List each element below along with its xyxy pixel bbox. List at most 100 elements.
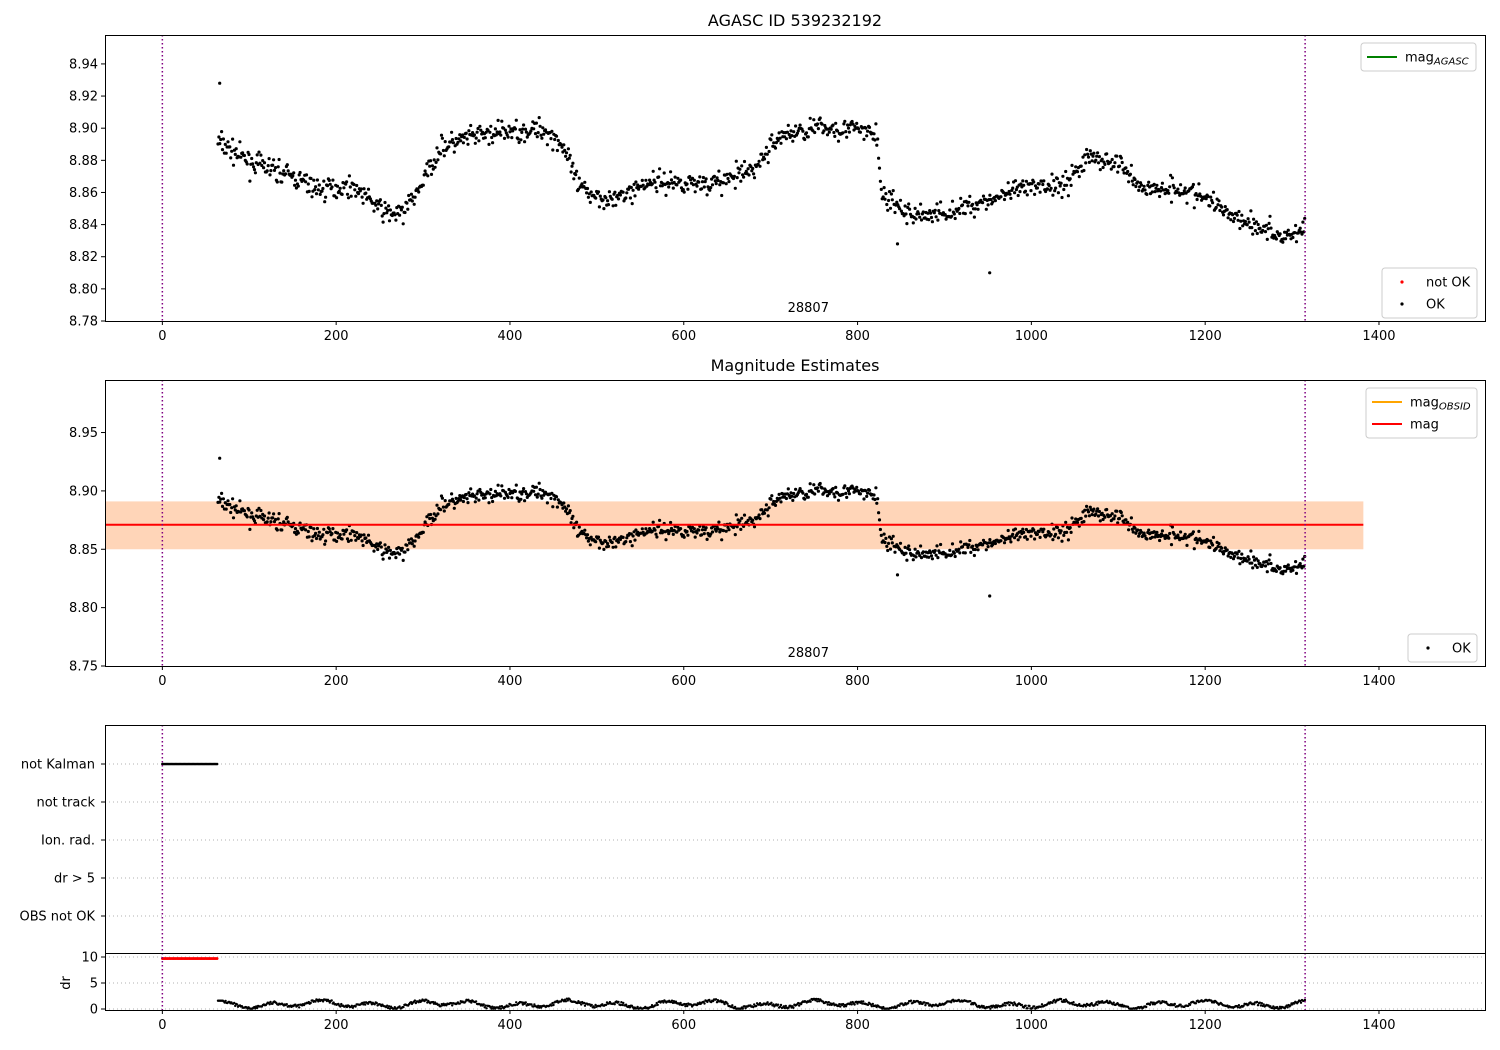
dr-point <box>726 1002 729 1005</box>
data-point <box>412 202 416 206</box>
dr-point <box>1084 1005 1088 1008</box>
data-point <box>1197 182 1201 186</box>
data-point <box>981 194 986 198</box>
data-point <box>321 533 325 537</box>
data-point <box>701 525 706 529</box>
data-point <box>921 550 925 554</box>
data-point <box>1021 179 1025 183</box>
dr-point <box>1188 1003 1192 1006</box>
dr-point <box>1253 1003 1256 1006</box>
data-point <box>466 501 470 505</box>
data-point <box>877 511 881 515</box>
data-point <box>238 499 242 503</box>
dr-point <box>1194 1002 1198 1005</box>
data-point <box>882 186 886 190</box>
data-point <box>393 552 397 556</box>
data-point <box>764 503 769 507</box>
data-point <box>727 528 731 532</box>
data-point <box>467 491 471 495</box>
y-tick-label: 8.80 <box>69 282 98 297</box>
data-point <box>450 138 455 142</box>
data-point <box>1047 183 1051 188</box>
data-point <box>257 506 261 510</box>
data-point <box>275 180 279 184</box>
data-point <box>1045 187 1049 191</box>
data-point <box>1263 564 1268 568</box>
data-point <box>538 487 542 492</box>
data-point <box>568 153 572 157</box>
data-point <box>1236 556 1240 560</box>
data-point <box>352 182 356 187</box>
data-point <box>377 202 381 206</box>
data-point <box>1096 161 1101 165</box>
data-point <box>553 497 557 501</box>
data-point <box>664 193 668 197</box>
data-point <box>286 520 290 524</box>
dr-point <box>1003 1001 1006 1005</box>
data-point <box>640 527 644 531</box>
data-point <box>283 172 288 176</box>
data-point <box>658 518 662 523</box>
data-point <box>1037 182 1041 186</box>
data-point <box>764 145 769 149</box>
data-point <box>601 198 605 202</box>
data-point <box>479 128 483 132</box>
data-point <box>461 499 465 504</box>
data-point <box>430 516 434 520</box>
data-point <box>991 542 995 547</box>
data-point <box>226 499 230 503</box>
data-point <box>767 149 771 154</box>
data-point <box>606 199 610 203</box>
data-point <box>1133 177 1137 182</box>
dr-point <box>753 1003 756 1006</box>
dr-point <box>871 1002 874 1006</box>
data-point <box>1130 527 1134 531</box>
data-point <box>549 137 553 141</box>
data-point <box>228 145 232 149</box>
legend-frame <box>1407 633 1478 663</box>
dr-point <box>565 997 569 1000</box>
data-point <box>1115 509 1119 513</box>
data-point <box>1250 226 1254 230</box>
dr-flag-point <box>215 957 219 960</box>
data-point <box>882 532 886 536</box>
data-point <box>653 528 657 532</box>
data-point <box>1225 208 1229 212</box>
dr-point <box>818 1000 821 1003</box>
data-point <box>616 197 621 201</box>
data-point <box>1243 219 1247 224</box>
dr-point <box>398 1005 401 1008</box>
data-point <box>571 514 575 518</box>
dr-point <box>1011 1002 1014 1005</box>
data-point <box>450 492 454 496</box>
data-point <box>968 194 972 198</box>
data-point <box>843 484 847 488</box>
data-point <box>271 516 275 520</box>
data-point <box>435 146 439 150</box>
data-point <box>1143 534 1147 538</box>
data-point <box>614 545 618 549</box>
data-point <box>1113 514 1117 518</box>
data-point <box>958 211 962 216</box>
data-point <box>1024 179 1028 183</box>
data-point <box>1281 572 1285 576</box>
dr-point <box>590 1003 593 1007</box>
data-point <box>618 537 623 542</box>
data-point <box>841 492 845 496</box>
data-point <box>516 137 520 141</box>
data-point <box>1062 187 1066 192</box>
data-point <box>379 203 383 207</box>
data-point <box>1136 528 1140 532</box>
data-point <box>449 140 453 144</box>
data-point <box>735 525 739 529</box>
data-point <box>1115 154 1119 158</box>
data-point <box>331 527 335 531</box>
dr-point <box>1298 999 1302 1003</box>
dr-point <box>862 1000 865 1003</box>
dr-point <box>233 1001 236 1005</box>
data-point <box>1033 192 1037 196</box>
data-point <box>630 202 634 206</box>
data-point <box>306 529 310 534</box>
data-point <box>1194 192 1198 196</box>
data-point <box>1206 194 1210 199</box>
